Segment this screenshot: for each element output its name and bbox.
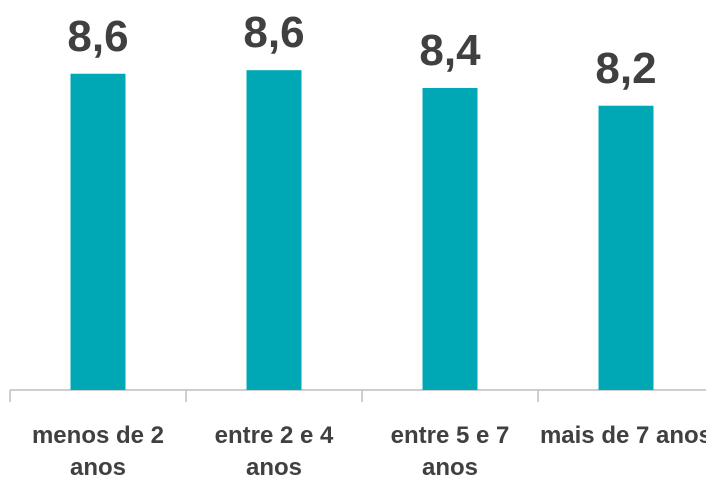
x-tick-label: menos de 2 anos xyxy=(31,422,165,481)
bar xyxy=(246,70,302,391)
bar xyxy=(422,87,478,390)
value-label: 8,6 xyxy=(243,8,305,58)
value-label: 8,6 xyxy=(67,11,129,61)
bar xyxy=(70,73,126,390)
value-label: 8,2 xyxy=(595,43,657,93)
x-tick-label: mais de 7 anos xyxy=(539,422,706,449)
value-label: 8,4 xyxy=(419,25,481,75)
x-tick-label: entre 5 e 7 anos xyxy=(390,422,510,481)
x-tick-label: entre 2 e 4 anos xyxy=(214,422,334,481)
bar xyxy=(598,105,654,390)
